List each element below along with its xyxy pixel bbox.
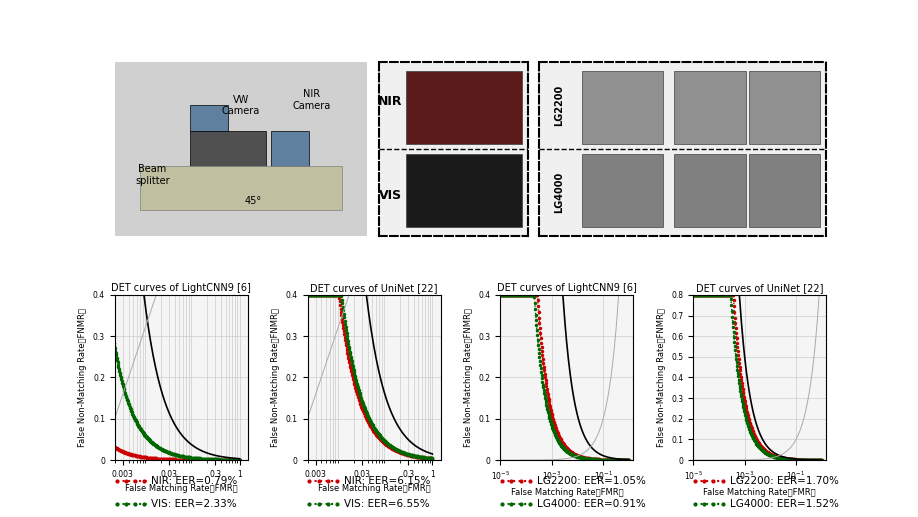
Bar	[749, 71, 821, 144]
Text: 45°: 45°	[245, 196, 263, 206]
Text: LG2200: EER=1.05%: LG2200: EER=1.05%	[537, 476, 646, 486]
Bar	[674, 154, 746, 227]
X-axis label: False Matching Rate（FMR）: False Matching Rate（FMR）	[703, 488, 816, 497]
Y-axis label: False Non-Matching Rate（FNMR）: False Non-Matching Rate（FNMR）	[271, 308, 280, 447]
Text: LG4000: LG4000	[554, 172, 565, 213]
Text: VW
Camera: VW Camera	[222, 95, 260, 116]
Y-axis label: False Non-Matching Rate（FNMR）: False Non-Matching Rate（FNMR）	[464, 308, 473, 447]
Y-axis label: False Non-Matching Rate（FNMR）: False Non-Matching Rate（FNMR）	[656, 308, 666, 447]
Text: Beam
splitter: Beam splitter	[135, 164, 170, 186]
Bar	[749, 154, 821, 227]
Bar	[191, 105, 229, 131]
X-axis label: False Matching Rate（FMR）: False Matching Rate（FMR）	[510, 488, 623, 497]
Bar	[191, 131, 266, 175]
Text: LG4000: EER=1.52%: LG4000: EER=1.52%	[730, 499, 839, 509]
Title: DET curves of UniNet [22]: DET curves of UniNet [22]	[696, 283, 823, 293]
Y-axis label: False Non-Matching Rate（FNMR）: False Non-Matching Rate（FNMR）	[78, 308, 87, 447]
Bar	[272, 131, 309, 166]
Text: LG4000: EER=0.91%: LG4000: EER=0.91%	[537, 499, 646, 509]
Bar	[582, 71, 663, 144]
Bar	[406, 71, 522, 144]
Text: VIS: EER=2.33%: VIS: EER=2.33%	[151, 499, 237, 509]
Bar	[674, 71, 746, 144]
X-axis label: False Matching Rate（FMR）: False Matching Rate（FMR）	[125, 484, 238, 493]
Text: LG2200: EER=1.70%: LG2200: EER=1.70%	[730, 476, 839, 486]
Text: NIR
Camera: NIR Camera	[293, 89, 330, 111]
Text: NIR: EER=6.15%: NIR: EER=6.15%	[344, 476, 431, 486]
X-axis label: False Matching Rate（FMR）: False Matching Rate（FMR）	[318, 484, 431, 493]
Title: DET curves of LightCNN9 [6]: DET curves of LightCNN9 [6]	[111, 283, 252, 293]
Bar	[582, 154, 663, 227]
Title: DET curves of LightCNN9 [6]: DET curves of LightCNN9 [6]	[497, 283, 637, 293]
Text: NIR: NIR	[378, 96, 403, 109]
Bar	[140, 166, 342, 209]
Text: NIR: EER=0.79%: NIR: EER=0.79%	[151, 476, 238, 486]
Title: DET curves of UniNet [22]: DET curves of UniNet [22]	[310, 283, 438, 293]
Text: VIS: VIS	[379, 189, 402, 202]
Text: VIS: EER=6.55%: VIS: EER=6.55%	[344, 499, 430, 509]
Text: LG2200: LG2200	[554, 85, 565, 126]
Bar	[406, 154, 522, 227]
